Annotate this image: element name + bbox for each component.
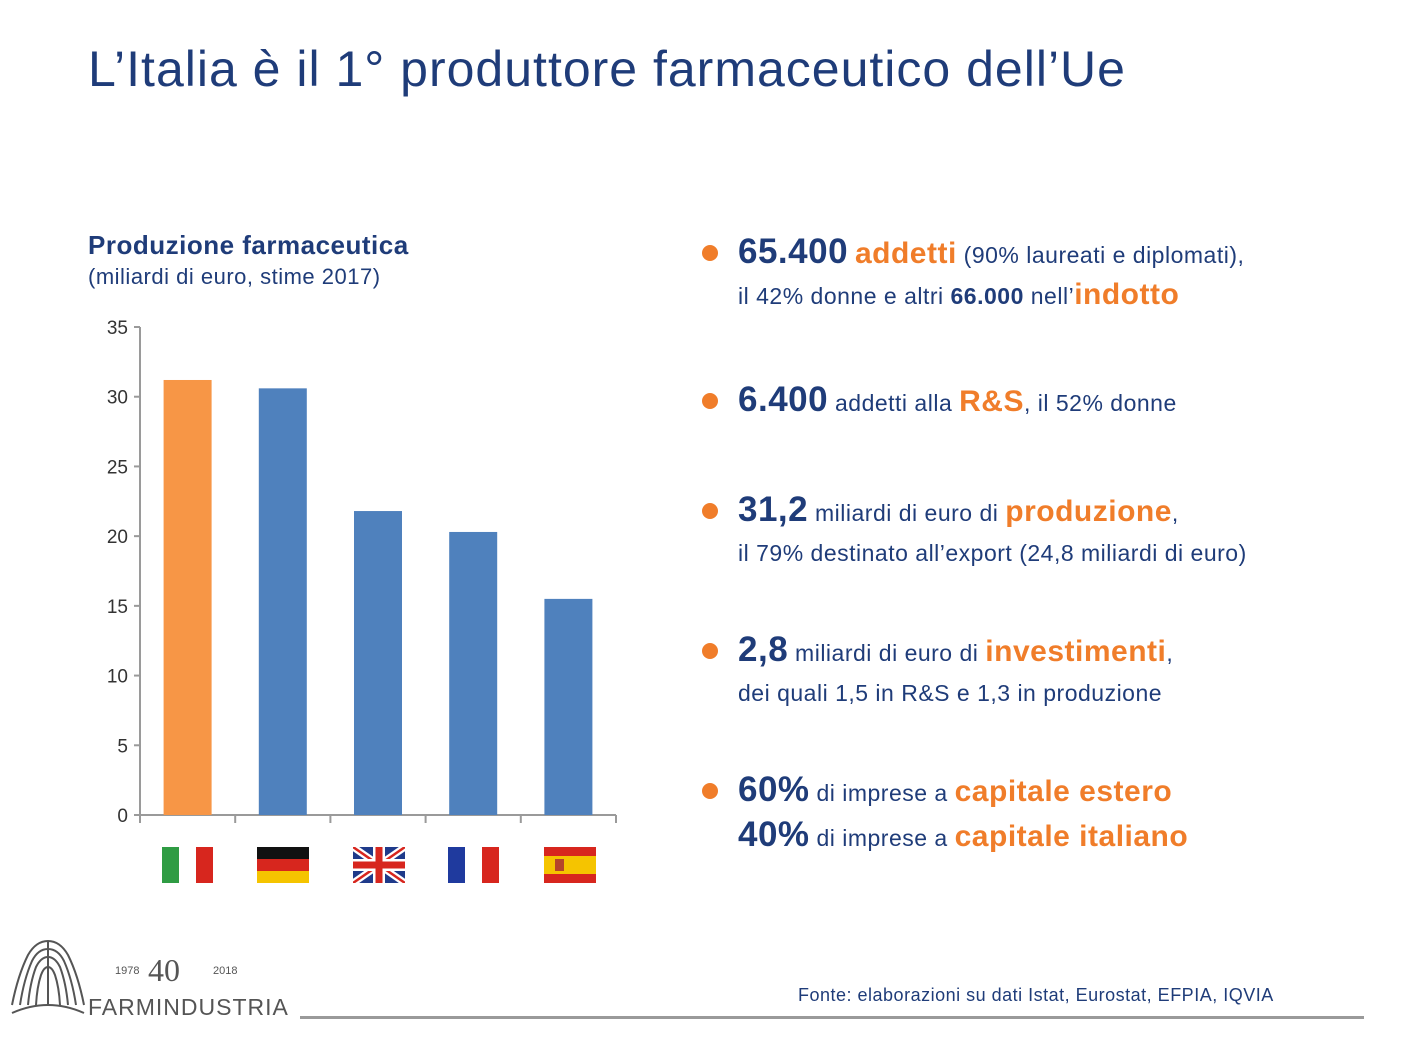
y-tick-label: 20 [107,527,128,548]
uk-flag-icon [353,847,405,883]
text: addetti alla [828,390,960,416]
logo-name: FARMINDUSTRIA [88,994,289,1020]
logo-year-start: 1978 [115,965,140,977]
bullet-line: 6.400 addetti alla R&S, il 52% donne [738,380,1177,423]
bullet-line: 65.400 addetti (90% laureati e diplomati… [738,232,1244,275]
farmindustria-logo [11,939,85,1014]
bullet-dot-icon [702,783,718,799]
bar-france-flag [449,531,498,815]
figure: 31,2 [738,490,809,529]
text: miliardi di euro di [808,500,1006,526]
bar-chart: 0 5 10 15 20 25 30 35 [107,318,617,883]
chart-title: Produzione farmaceutica [88,230,409,260]
bullet-dot-icon [702,245,718,261]
bar-spain-flag [544,598,593,815]
text: , [1171,500,1179,526]
y-tick-label: 10 [107,667,128,688]
spain-flag-icon [544,847,596,883]
bullet-dot-icon [702,643,718,659]
text: il 42% donne e altri [738,283,951,309]
bullet-dot-icon [702,503,718,519]
italy-flag-icon [162,847,213,883]
bullet-line: 40% di imprese a capitale italiano [738,815,1188,858]
figure: 6.400 [738,380,829,419]
bar-italy-flag [163,379,212,815]
chart-flags [162,847,596,883]
chart-subtitle: (miliardi di euro, stime 2017) [88,264,381,289]
page-title: L’Italia è il 1° produttore farmaceutico… [88,41,1126,97]
figure: 60% [738,770,810,809]
bar-uk-flag [354,511,402,815]
text: miliardi di euro di [788,640,986,666]
keyword: capitale italiano [954,820,1189,853]
text: nell’ [1023,283,1075,309]
keyword: investimenti [985,635,1167,668]
bar-germany-flag [258,388,307,815]
y-tick-label: 0 [117,806,128,827]
y-tick-label: 5 [117,736,128,757]
logo-years: 1978 2018 [115,965,237,977]
figure: 40% [738,815,810,854]
text: (90% laureati e diplomati), [956,242,1245,268]
keyword: capitale estero [954,775,1173,808]
france-flag-icon [448,847,499,883]
keyword: produzione [1005,495,1172,528]
bullet-line: il 79% destinato all’export (24,8 miliar… [738,540,1247,566]
text: di imprese a [809,780,955,806]
source-note: Fonte: elaborazioni su dati Istat, Euros… [798,985,1274,1005]
text: di imprese a [809,825,955,851]
text: , il 52% donne [1023,390,1177,416]
chart-bars [163,379,593,815]
footer-divider [300,1016,1364,1019]
bullet-line: dei quali 1,5 in R&S e 1,3 in produzione [738,680,1163,706]
bullet-dot-icon [702,393,718,409]
figure: 66.000 [950,283,1024,309]
y-tick-label: 25 [107,457,128,478]
bullet-line: 31,2 miliardi di euro di produzione, [738,490,1247,533]
bullet-line: il 42% donne e altri 66.000 nell’indotto [738,275,1244,316]
text: , [1166,640,1174,666]
figure: 2,8 [738,630,789,669]
keyword: addetti [854,237,957,270]
germany-flag-icon [257,847,309,883]
column-capital-icon [11,939,85,1014]
figure: 65.400 [738,232,849,271]
keyword: R&S [959,385,1024,418]
chart-axes: 0 5 10 15 20 25 30 35 [107,318,617,827]
y-tick-label: 35 [107,318,128,339]
bullet-line: 2,8 miliardi di euro di investimenti, [738,630,1173,673]
y-tick-label: 30 [107,388,128,409]
logo-year-end: 2018 [213,965,238,977]
bullet-line: 60% di imprese a capitale estero [738,770,1188,813]
keyword: indotto [1074,278,1180,311]
logo-anniversary: 40 [148,952,180,988]
y-tick-label: 15 [107,597,128,618]
